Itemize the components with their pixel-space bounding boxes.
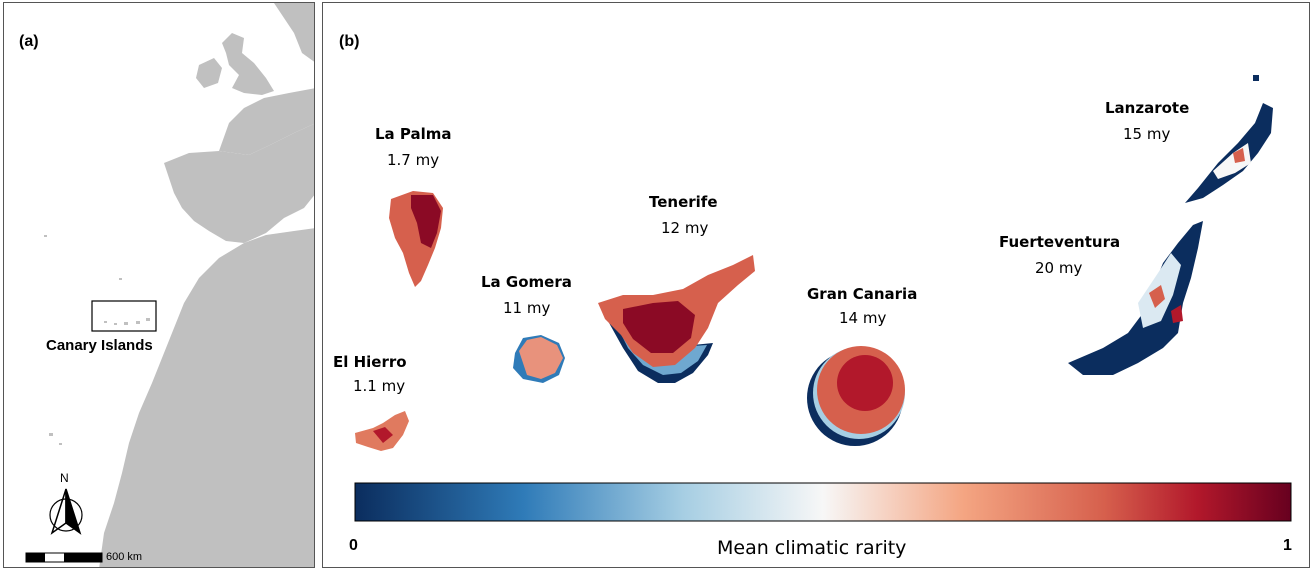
panel-a-label: (a) — [19, 33, 39, 50]
north-label: N — [60, 471, 69, 485]
rarity-map-panel: (b) La Palma 1.7 my El Hierro 1.1 my La … — [322, 2, 1310, 568]
island-fuerteventura — [1068, 221, 1203, 375]
land-britain — [222, 33, 274, 95]
label-tenerife: Tenerife — [649, 193, 718, 211]
island-la-gomera — [513, 335, 565, 383]
colorbar-min-label: 0 — [349, 537, 358, 554]
panel-b-label: (b) — [339, 33, 360, 50]
canary-islands-box — [91, 300, 157, 332]
overview-map-panel: (a) Canary Islands N 600 km — [3, 2, 315, 568]
colorbar-max-label: 1 — [1283, 537, 1292, 554]
island-gran-canaria — [807, 346, 905, 446]
label-gran-canaria: Gran Canaria — [807, 285, 918, 303]
label-la-gomera: La Gomera — [481, 273, 572, 291]
rarity-map — [354, 75, 1292, 522]
colorbar-title: Mean climatic rarity — [717, 537, 907, 559]
land-iberia — [164, 123, 314, 243]
label-la-palma: La Palma — [375, 125, 452, 143]
age-la-gomera: 11 my — [503, 299, 551, 317]
age-la-palma: 1.7 my — [387, 151, 440, 169]
land-ireland — [196, 58, 222, 88]
age-el-hierro: 1.1 my — [353, 377, 406, 395]
region-label: Canary Islands — [46, 337, 153, 354]
land-africa — [99, 228, 314, 567]
label-el-hierro: El Hierro — [333, 353, 407, 371]
north-arrow-icon — [49, 488, 83, 535]
canary-dots — [44, 235, 150, 445]
scale-label: 600 km — [106, 551, 143, 563]
overview-map — [25, 3, 314, 567]
island-tenerife — [598, 255, 755, 383]
age-lanzarote: 15 my — [1123, 125, 1171, 143]
land-scandinavia — [274, 3, 314, 62]
island-la-palma — [389, 191, 443, 287]
colorbar — [354, 482, 1292, 522]
land-france — [219, 88, 314, 155]
label-fuerteventura: Fuerteventura — [999, 233, 1121, 251]
island-lanzarote — [1185, 75, 1273, 203]
age-gran-canaria: 14 my — [839, 309, 887, 327]
scale-bar — [25, 552, 103, 563]
label-lanzarote: Lanzarote — [1105, 99, 1190, 117]
age-tenerife: 12 my — [661, 219, 709, 237]
age-fuerteventura: 20 my — [1035, 259, 1083, 277]
island-el-hierro — [355, 411, 409, 451]
